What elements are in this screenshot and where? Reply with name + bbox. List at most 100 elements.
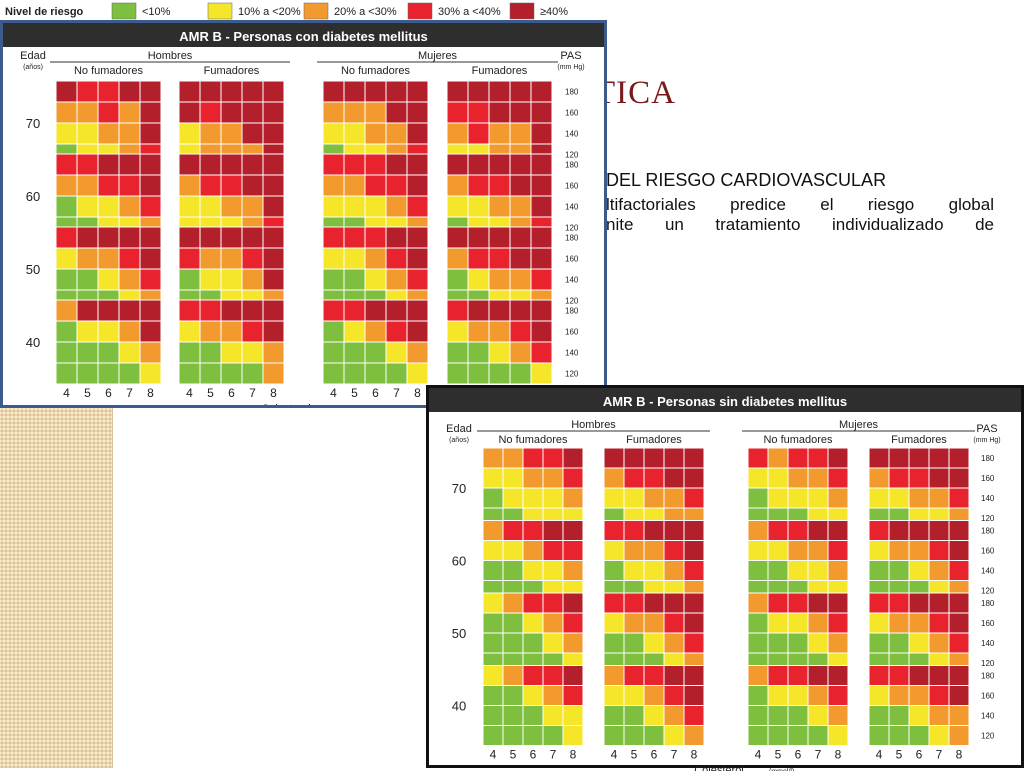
risk-cell — [365, 321, 386, 342]
risk-cell — [543, 593, 563, 613]
risk-cell — [531, 227, 552, 248]
risk-cell — [644, 488, 664, 508]
risk-cell — [563, 726, 583, 746]
risk-cell — [386, 227, 407, 248]
legend-swatch — [304, 3, 328, 19]
risk-cell — [684, 541, 704, 561]
cholesterol-tick: 6 — [228, 386, 235, 400]
risk-cell — [98, 363, 119, 384]
risk-cell — [468, 363, 489, 384]
risk-cell — [563, 686, 583, 706]
risk-cell — [263, 227, 284, 248]
risk-cell — [344, 300, 365, 321]
risk-cell — [503, 706, 523, 726]
risk-cell — [386, 196, 407, 217]
pas-axis-unit: (mm Hg) — [973, 437, 1000, 444]
risk-cell — [77, 227, 98, 248]
risk-cell — [489, 269, 510, 290]
risk-cell — [828, 521, 848, 541]
risk-cell — [929, 686, 949, 706]
risk-cell — [510, 248, 531, 269]
risk-cell — [56, 196, 77, 217]
risk-cell — [949, 561, 969, 581]
risk-cell — [531, 363, 552, 384]
pas-label: 120 — [981, 659, 995, 668]
risk-cell — [909, 448, 929, 468]
risk-cell — [828, 593, 848, 613]
risk-cell — [828, 468, 848, 488]
risk-cell — [365, 248, 386, 269]
risk-cell — [768, 666, 788, 686]
risk-cell — [543, 706, 563, 726]
risk-cell — [624, 613, 644, 633]
risk-cell — [468, 269, 489, 290]
risk-cell — [889, 468, 909, 488]
risk-cell — [407, 102, 428, 123]
risk-cell — [119, 196, 140, 217]
pas-label: 140 — [565, 349, 579, 358]
risk-cell — [98, 321, 119, 342]
risk-cell — [263, 300, 284, 321]
pas-axis-label: PAS — [560, 50, 581, 62]
risk-cell — [179, 102, 200, 123]
risk-cell — [889, 561, 909, 581]
cholesterol-tick: 6 — [105, 386, 112, 400]
risk-cell — [344, 123, 365, 144]
risk-cell — [386, 300, 407, 321]
age-label: 70 — [452, 481, 466, 496]
risk-cell — [447, 154, 468, 175]
risk-cell — [808, 448, 828, 468]
cholesterol-tick: 5 — [207, 386, 214, 400]
risk-cell — [263, 269, 284, 290]
risk-cell — [748, 541, 768, 561]
risk-cell — [483, 521, 503, 541]
risk-cell — [263, 154, 284, 175]
risk-cell — [56, 269, 77, 290]
risk-cell — [523, 488, 543, 508]
risk-cell — [748, 521, 768, 541]
risk-cell — [523, 686, 543, 706]
risk-cell — [263, 248, 284, 269]
risk-cell — [624, 541, 644, 561]
risk-cell — [909, 706, 929, 726]
risk-cell — [684, 686, 704, 706]
risk-cell — [808, 666, 828, 686]
risk-cell — [77, 175, 98, 196]
risk-cell — [56, 102, 77, 123]
risk-cell — [768, 726, 788, 746]
risk-cell — [531, 248, 552, 269]
risk-cell — [644, 521, 664, 541]
risk-cell — [468, 81, 489, 102]
cholesterol-tick: 8 — [835, 748, 842, 762]
risk-cell — [483, 666, 503, 686]
age-label: 40 — [26, 335, 40, 350]
risk-cell — [119, 154, 140, 175]
risk-cell — [563, 706, 583, 726]
risk-cell — [140, 342, 161, 363]
risk-cell — [221, 175, 242, 196]
risk-cell — [221, 154, 242, 175]
pas-label: 180 — [981, 454, 995, 463]
risk-cell — [869, 666, 889, 686]
risk-cell — [869, 541, 889, 561]
cholesterol-tick: 7 — [249, 386, 256, 400]
risk-cell — [828, 541, 848, 561]
risk-cell — [929, 521, 949, 541]
risk-cell — [523, 468, 543, 488]
risk-cell — [77, 102, 98, 123]
risk-cell — [909, 468, 929, 488]
cholesterol-tick: 5 — [775, 748, 782, 762]
chart-title: AMR B - Personas sin diabetes mellitus — [603, 394, 847, 409]
risk-cell — [929, 468, 949, 488]
risk-cell — [604, 541, 624, 561]
pas-label: 160 — [565, 255, 579, 264]
risk-cell — [447, 342, 468, 363]
risk-cell — [179, 227, 200, 248]
risk-cell — [664, 666, 684, 686]
risk-cell — [242, 175, 263, 196]
risk-cell — [263, 321, 284, 342]
risk-cell — [407, 154, 428, 175]
risk-cell — [483, 468, 503, 488]
risk-cell — [563, 666, 583, 686]
risk-cell — [543, 613, 563, 633]
